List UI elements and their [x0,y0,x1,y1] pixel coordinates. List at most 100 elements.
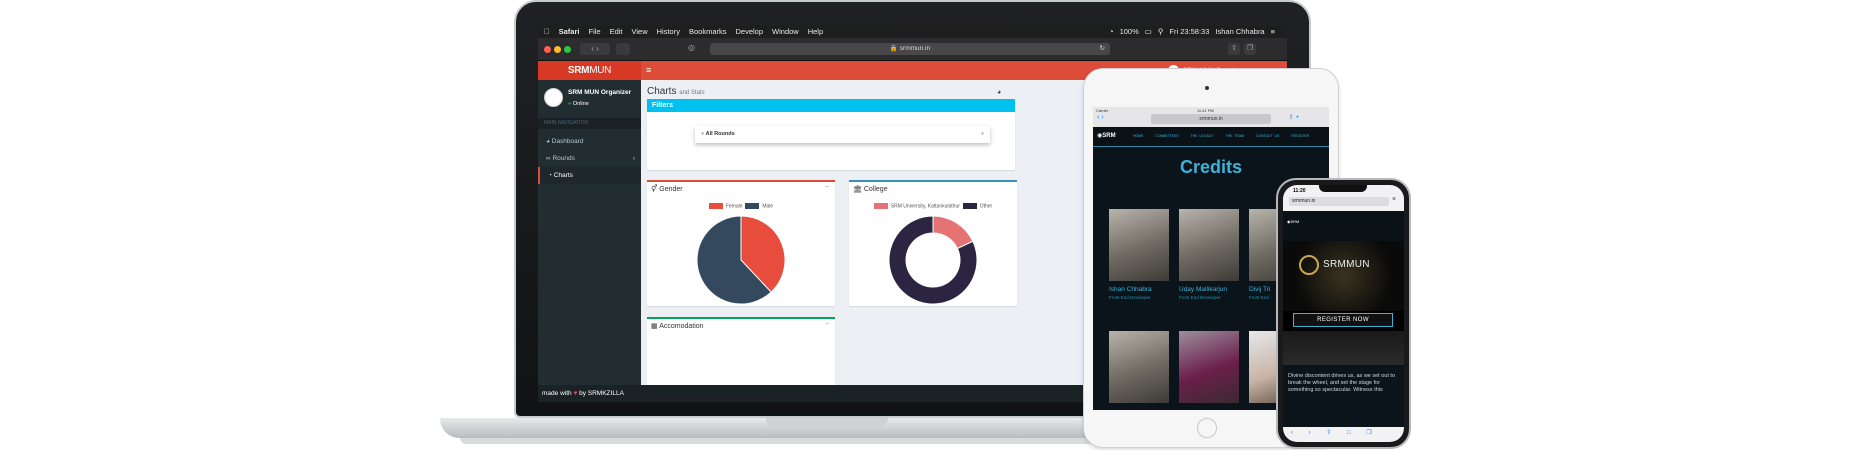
battery-percent[interactable]: 100% [1119,27,1139,36]
gender-legend: Female Male [647,203,835,209]
collapse-icon[interactable]: − [825,321,830,328]
zoom-window-button[interactable] [564,46,571,53]
menu-window[interactable]: Window [766,27,799,36]
phone-site-header: ◉SRM [1283,211,1404,241]
back-forward-buttons[interactable]: ‹ › [580,43,610,55]
sidebar-item-rounds[interactable]: ∞ Rounds ‹ [538,150,641,167]
close-window-button[interactable] [544,46,551,53]
tablet-carrier: Carrier [1096,108,1109,113]
legend-swatch [962,203,977,209]
wifi-icon[interactable]: ◔ [1109,27,1114,36]
site-nav-links: HOME COMMITTEES THE LEGACY THE TEAM CONT… [1133,134,1309,138]
round-filter-select[interactable]: ● All Rounds + [695,126,990,143]
legend-label: Male [762,203,774,210]
site-navbar: ◉SRM HOME COMMITTEES THE LEGACY THE TEAM… [1093,127,1329,147]
nav-header: MAIN NAVIGATION [538,118,641,129]
footer-by[interactable]: by SRMKZILLA [579,390,624,397]
sidebar-item-dashboard[interactable]: ◕ Dashboard [538,133,641,150]
college-slice-other[interactable] [888,215,978,305]
phone-address-bar[interactable]: srmmun.in [1289,197,1389,206]
address-text: srmmun.in [899,45,931,52]
sidebar-item-label: Dashboard [551,138,584,145]
sidebar-toggle-icon[interactable] [616,43,630,55]
user-status-text: Online [572,101,589,107]
menu-file[interactable]: File [582,27,600,36]
tablet-address-bar[interactable]: srmmun.in [1151,114,1271,124]
nav-link[interactable]: THE LEGACY [1190,134,1214,138]
legend-label: SRM University, Kattankulathur [890,203,960,210]
user-menu[interactable]: Ishan Chhabra [1215,27,1265,36]
gender-box: ⚥ Gender − Female Male [647,180,835,306]
college-legend: SRM University, Kattankulathur Other [849,203,1017,209]
pie-chart-icon: ◔ [548,172,552,179]
menu-bookmarks[interactable]: Bookmarks [683,27,727,36]
battery-icon[interactable]: ▭ [1144,27,1152,36]
menu-view[interactable]: View [625,27,648,36]
sidebar-user-name: SRM MUN Organizer [568,89,632,96]
legend-swatch [708,203,723,209]
menu-app-name[interactable]: Safari [553,27,580,36]
sidebar-item-label: Rounds [552,155,575,162]
filters-title: Filters [647,99,1015,112]
laptop-shadow [460,438,1365,444]
privacy-icon[interactable]: ◎ [688,43,695,52]
legend-swatch [873,203,888,209]
apple-icon[interactable]:  [544,26,550,38]
phone-srm-logo[interactable]: ◉SRM [1287,219,1300,224]
nav-link[interactable]: THE TEAM [1225,134,1245,138]
user-status: ● Online [568,101,589,107]
menu-history[interactable]: History [651,27,680,36]
person-name: Ishan Chhabra [1109,286,1152,293]
page-subtitle: and Stats [679,90,705,96]
tablet-camera [1205,86,1209,90]
phone-toolbar[interactable]: ‹ › ⇧ □ ❐ [1283,427,1404,442]
tablet-share-icon[interactable]: ⇧ + [1289,115,1300,121]
person-role: Front End Developer [1179,295,1221,300]
chevron-left-icon: ‹ [632,155,635,162]
sidebar-item-charts[interactable]: ◔ Charts [538,167,641,184]
phone-screen: 11:20 srmmun.in × ◉SRM SRMMUN REGISTER N… [1283,185,1404,442]
accomodation-title-text: Accomodation [659,323,704,330]
person-photo [1109,331,1169,403]
legend-label: Other [979,203,993,210]
plus-icon: + [980,131,984,137]
share-icon[interactable]: ⇧ [1228,43,1240,55]
nav-link[interactable]: REGISTER [1291,134,1310,138]
lock-icon: 🔒 [889,45,898,52]
nav-link[interactable]: HOME [1133,134,1144,138]
clock[interactable]: Fri 23:58:33 [1169,27,1210,36]
page-title: Charts and Stats [647,86,705,97]
address-bar[interactable]: 🔒 srmmun.in ↻ [710,43,1110,55]
srm-logo[interactable]: ◉SRM [1097,133,1116,139]
minimize-window-button[interactable] [554,46,561,53]
reload-icon[interactable]: ↻ [1099,45,1105,52]
link-icon: ∞ [546,155,551,162]
dashboard-breadcrumb-icon[interactable]: ◕ [997,89,1002,96]
gender-slice-male[interactable] [696,215,772,305]
page-title-text: Charts [647,86,677,97]
hamburger-icon[interactable]: ≡ [646,65,652,75]
dashboard-icon: ◕ [546,138,550,145]
collapse-icon[interactable]: − [825,184,830,191]
search-icon[interactable]: ⚲ [1157,27,1164,36]
person-role: Front End Developer [1109,295,1151,300]
tablet-home-button[interactable] [1197,418,1217,438]
sidebar: SRM MUN Organizer ● Online MAIN NAVIGATI… [538,80,641,402]
macos-menubar:  Safari File Edit View History Bookmark… [538,26,1287,38]
menu-help[interactable]: Help [802,27,823,36]
menu-develop[interactable]: Develop [729,27,764,36]
content-area: Charts and Stats ◕ Filters ● All Rounds … [641,80,1287,385]
gender-slice-female[interactable] [740,215,786,293]
online-dot-icon: ● [568,101,572,107]
nav-link[interactable]: COMMITTEES [1155,134,1179,138]
nav-link[interactable]: CONTACT US [1255,134,1280,138]
register-now-button[interactable]: REGISTER NOW [1293,313,1393,327]
heart-icon: ♥ [573,390,578,397]
menu-edit[interactable]: Edit [603,27,623,36]
logo[interactable]: SRMMUN [538,61,641,80]
menu-list-icon[interactable]: ≡ [1270,27,1275,36]
close-icon[interactable]: × [1392,196,1397,203]
college-title-text: College [863,186,888,193]
tabs-icon[interactable]: ❐ [1244,43,1256,55]
tablet-back-icon[interactable]: ‹ › [1097,114,1104,121]
